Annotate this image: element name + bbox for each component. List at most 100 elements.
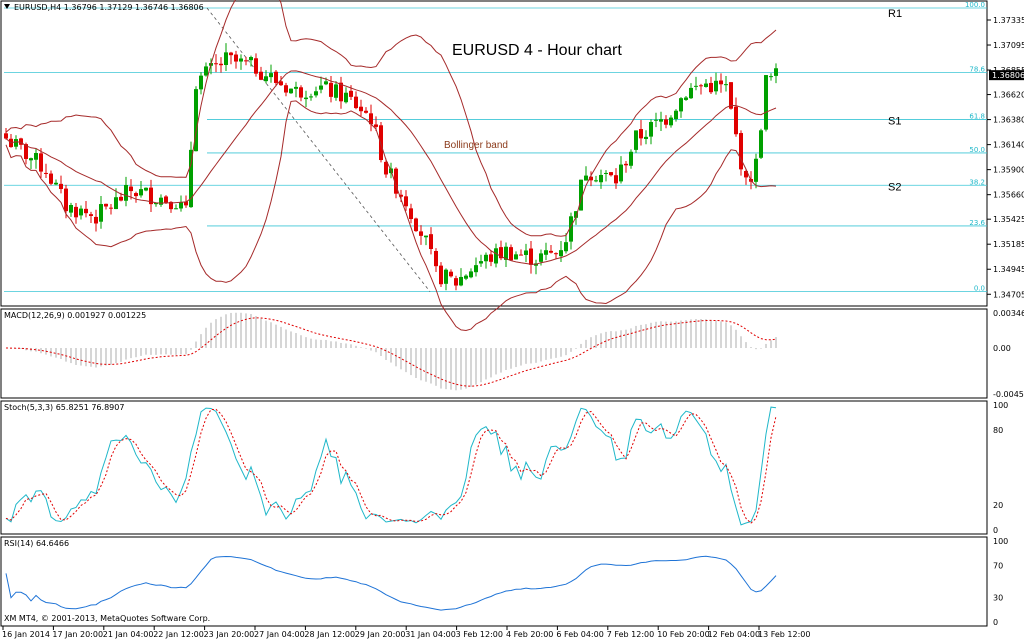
candle-body — [354, 96, 358, 109]
candle-body — [279, 81, 283, 86]
candle-body — [579, 179, 583, 211]
candle-body — [609, 172, 613, 176]
stoch-d-line — [5, 408, 777, 524]
bollinger-upper — [5, 0, 777, 237]
candle-body — [29, 158, 33, 161]
candle-body — [104, 203, 108, 207]
candle-body — [144, 187, 148, 191]
candle-body — [664, 119, 668, 125]
bollinger-annotation: Bollinger band — [444, 140, 508, 151]
fib-level-label: 38.2 — [969, 178, 985, 186]
time-tick-label: 23 Jan 20:00 — [204, 630, 255, 639]
price-tick-label: 1.36380 — [993, 116, 1024, 125]
candle-body — [704, 83, 708, 87]
price-tick-label: 1.35660 — [993, 191, 1024, 200]
candle-body — [134, 193, 138, 197]
candle-body — [424, 235, 428, 238]
candle-body — [554, 253, 558, 255]
candle-body — [169, 201, 173, 210]
candle-body — [694, 85, 698, 87]
macd-tick-label: 0.003463 — [993, 309, 1024, 318]
candle-body — [179, 202, 183, 209]
candle-body — [249, 57, 253, 61]
price-tick-label: 1.37095 — [993, 41, 1024, 50]
candle-body — [439, 265, 443, 285]
candle-body — [639, 129, 643, 139]
fib-level-label: 50.0 — [969, 146, 985, 154]
candle-body — [764, 75, 768, 130]
candle-body — [289, 88, 293, 94]
time-tick-label: 28 Jan 12:00 — [304, 630, 355, 639]
candle-body — [524, 250, 528, 255]
candle-body — [109, 207, 113, 209]
candle-body — [149, 187, 153, 205]
time-tick-label: 17 Jan 20:00 — [52, 630, 103, 639]
rsi-pane[interactable] — [0, 536, 988, 627]
time-tick-label: 10 Feb 20:00 — [657, 630, 709, 639]
time-tick-label: 3 Feb 12:00 — [456, 630, 503, 639]
candle-body — [284, 85, 288, 93]
macd-tick-label: -0.004553 — [993, 390, 1024, 399]
candle-body — [769, 76, 773, 78]
candle-body — [499, 247, 503, 259]
candle-body — [344, 92, 348, 103]
level-label-s2: S2 — [888, 181, 901, 193]
chart-title: EURUSD 4 - Hour chart — [452, 42, 622, 59]
macd-pane[interactable] — [0, 308, 988, 399]
candle-body — [444, 269, 448, 284]
candle-body — [84, 208, 88, 214]
candle-body — [69, 205, 73, 213]
time-tick-label: 12 Feb 04:00 — [708, 630, 760, 639]
candle-body — [689, 87, 693, 99]
candle-body — [529, 248, 533, 265]
candle-body — [634, 130, 638, 150]
level-label-s1: S1 — [888, 116, 901, 128]
stoch-pane[interactable] — [0, 400, 988, 535]
candle-body — [159, 197, 163, 205]
candle-body — [364, 110, 368, 113]
candle-body — [74, 206, 78, 218]
candle-body — [244, 60, 248, 62]
fib-level-label: 23.6 — [969, 219, 985, 227]
stoch-label: Stoch(5,3,3) 65.8251 76.8907 — [4, 403, 124, 412]
candle-body — [254, 58, 258, 74]
candle-body — [699, 85, 703, 87]
candle-body — [574, 211, 578, 218]
time-tick-label: 13 Feb 12:00 — [758, 630, 810, 639]
candle-body — [519, 254, 523, 256]
candle-body — [649, 122, 653, 137]
candle-body — [739, 133, 743, 170]
candle-body — [139, 189, 143, 196]
stoch-tick-label: 100 — [993, 401, 1008, 410]
candle-body — [684, 97, 688, 100]
candle-body — [184, 201, 188, 206]
candle-body — [369, 113, 373, 125]
rsi-tick-label: 100 — [993, 537, 1008, 546]
candle-body — [604, 172, 608, 174]
candle-body — [224, 52, 228, 66]
candle-body — [504, 246, 508, 260]
candle-body — [429, 234, 433, 249]
candle-body — [719, 80, 723, 85]
candle-body — [19, 138, 23, 145]
time-tick-label: 22 Jan 12:00 — [153, 630, 204, 639]
candle-body — [44, 172, 48, 174]
stoch-tick-label: 80 — [993, 426, 1003, 435]
dropdown-triangle-icon[interactable] — [4, 4, 10, 9]
time-tick-label: 31 Jan 04:00 — [405, 630, 456, 639]
candle-body — [199, 75, 203, 90]
price-pane[interactable] — [0, 0, 988, 307]
candle-body — [414, 218, 418, 232]
symbol-header: EURUSD,H4 1.36796 1.37129 1.36746 1.3680… — [14, 3, 204, 12]
candle-body — [174, 208, 178, 210]
macd-label: MACD(12,26,9) 0.001927 0.001225 — [4, 311, 146, 320]
candle-body — [294, 86, 298, 89]
macd-signal-line — [5, 317, 777, 387]
candle-body — [759, 130, 763, 158]
candle-body — [514, 254, 518, 260]
candle-body — [669, 117, 673, 126]
candle-body — [49, 173, 53, 184]
candle-body — [564, 242, 568, 252]
candle-body — [584, 175, 588, 181]
